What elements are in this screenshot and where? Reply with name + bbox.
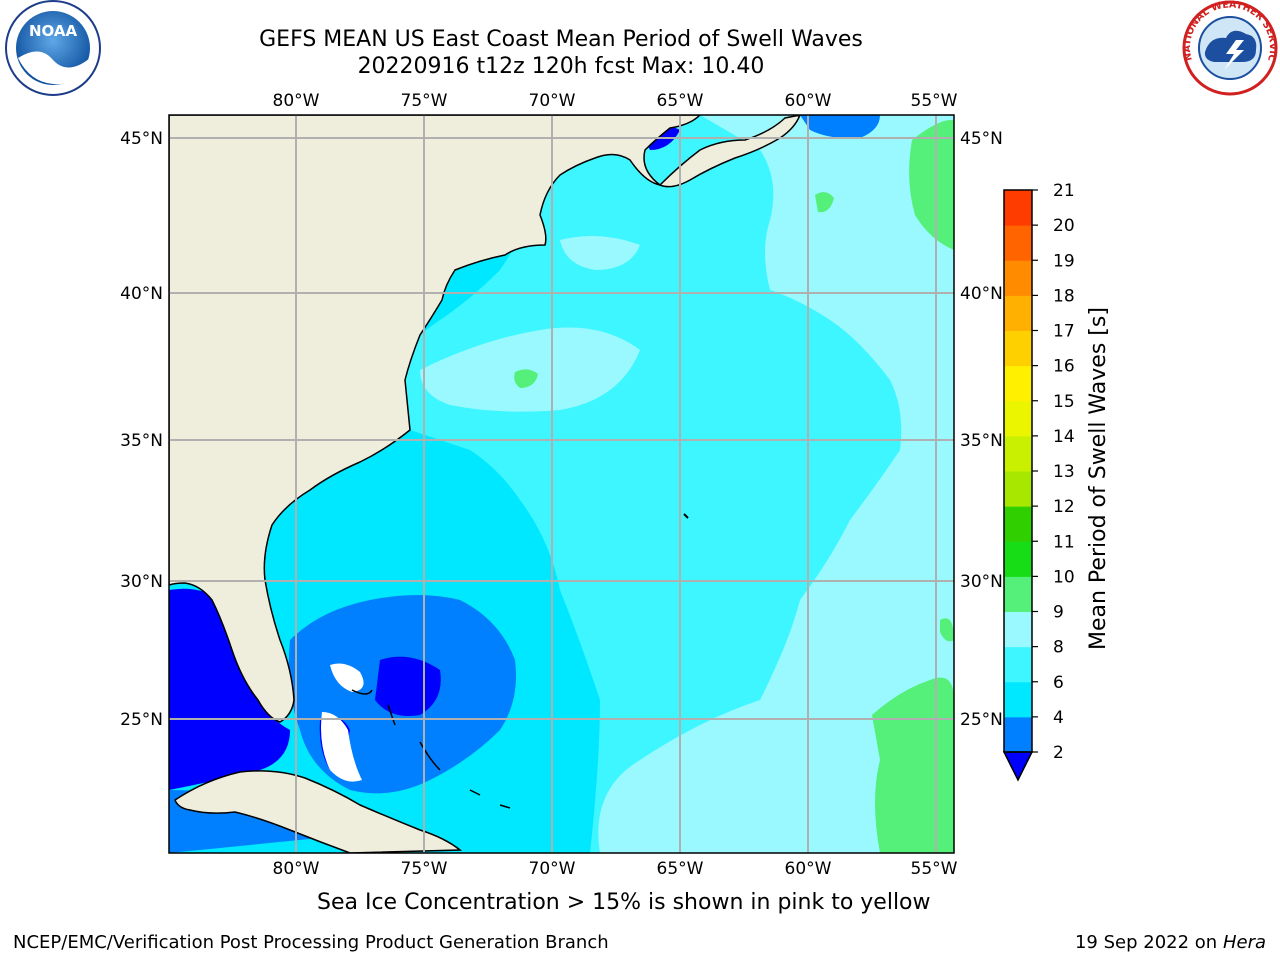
nws-logo: NATIONAL WEATHER SERVICE [0, 0, 1278, 96]
lon-label: 65°W [657, 859, 704, 879]
colorbar-tick-label: 15 [1053, 392, 1075, 412]
swell-9-10-patch [560, 236, 640, 270]
colorbar-bin [1004, 576, 1032, 612]
colorbar-bin [1004, 646, 1032, 683]
lat-label: 25°N [120, 710, 163, 730]
lat-label: 45°N [960, 129, 1003, 149]
colorbar-bin [1004, 400, 1032, 437]
colorbar-tick-label: 4 [1053, 708, 1064, 728]
bahamas-island [469, 789, 481, 796]
lon-label: 55°W [911, 91, 958, 111]
nws-logo-text: NATIONAL WEATHER SERVICE [0, 0, 1278, 62]
colorbar-bin [1004, 330, 1032, 367]
swell-4-6-nova-scotia [800, 115, 880, 139]
colorbar-tick-label: 9 [1053, 603, 1064, 623]
date-text: 19 Sep 2022 on Hera [1075, 932, 1266, 953]
lat-labels-left: 45°N 40°N 35°N 30°N 25°N [120, 129, 163, 730]
swell-9-10-east [598, 115, 954, 853]
land-cuba [174, 770, 463, 853]
swell-2-4-gulf [169, 588, 290, 790]
lon-label: 80°W [273, 859, 320, 879]
colorbar-bin [1004, 611, 1032, 648]
lat-label: 30°N [120, 572, 163, 592]
swell-10-11-patch [514, 369, 538, 388]
colorbar-bin [1004, 225, 1032, 261]
colorbar-bin [1004, 295, 1032, 331]
colorbar-bin [1004, 365, 1032, 402]
lon-label: 55°W [911, 859, 958, 879]
lat-label: 40°N [120, 284, 163, 304]
colorbar-tick-label: 8 [1053, 638, 1064, 658]
lat-label: 45°N [120, 129, 163, 149]
lon-labels-bottom: 80°W 75°W 70°W 65°W 60°W 55°W [273, 859, 958, 879]
date-value: 19 Sep 2022 on [1074, 932, 1218, 953]
colorbar-tick-label: 20 [1053, 216, 1075, 236]
bahamas-island [499, 804, 511, 809]
lon-label: 80°W [273, 91, 320, 111]
colorbar-bin [1004, 716, 1032, 753]
colorbar-tick-label: 19 [1053, 251, 1075, 271]
swell-10-11-patch [815, 192, 834, 213]
lat-label: 35°N [120, 431, 163, 451]
swell-10-11-ne [909, 119, 954, 250]
host-name: Hera [1222, 932, 1266, 953]
title-line-1: GEFS MEAN US East Coast Mean Period of S… [259, 27, 863, 52]
colorbar-tick-label: 13 [1053, 462, 1075, 482]
swell-10-11-patch [940, 618, 954, 642]
lon-labels-top: 80°W 75°W 70°W 65°W 60°W 55°W [273, 91, 958, 111]
land-nova-scotia [658, 115, 801, 188]
graticule [169, 115, 954, 853]
swell-9-10-central [420, 327, 640, 412]
colorbar-bin [1004, 681, 1032, 718]
swell-10-11-se [872, 677, 954, 853]
bahamas-island [419, 741, 441, 771]
lon-label: 60°W [785, 91, 832, 111]
lon-label: 70°W [529, 91, 576, 111]
lon-label: 70°W [529, 859, 576, 879]
colorbar-tick-label: 11 [1053, 532, 1075, 552]
bahamas-island [387, 704, 396, 726]
colorbar-under-arrow [1002, 751, 1034, 782]
lat-label: 30°N [960, 572, 1003, 592]
colorbar: 2 4 6 8 9 10 11 12 13 14 15 16 17 18 19 20 21 [1002, 181, 1075, 782]
noaa-logo-text: NOAA [29, 22, 78, 40]
lon-label: 75°W [401, 91, 448, 111]
lat-label: 25°N [960, 710, 1003, 730]
colorbar-tick-label: 16 [1053, 357, 1075, 377]
lat-label: 40°N [960, 284, 1003, 304]
bahamas-bank [321, 712, 362, 782]
colorbar-tick-label: 2 [1053, 743, 1064, 763]
bermuda [683, 513, 689, 519]
map-frame [168, 114, 955, 854]
bahamas-bank [330, 663, 364, 692]
colorbar-title: Mean Period of Swell Waves [s] [1086, 307, 1111, 650]
colorbar-bin [1004, 471, 1032, 507]
sea-ice-note: Sea Ice Concentration > 15% is shown in … [317, 890, 931, 915]
noaa-logo: NOAA [5, 0, 101, 96]
colorbar-tick-label: 12 [1053, 497, 1075, 517]
colorbar-bin [1004, 260, 1032, 296]
bahamas-island [351, 689, 373, 695]
lon-label: 75°W [401, 859, 448, 879]
credit-text: NCEP/EMC/Verification Post Processing Pr… [13, 932, 609, 953]
colorbar-tick-label: 10 [1053, 567, 1075, 587]
lat-label: 35°N [960, 431, 1003, 451]
colorbar-bin [1004, 541, 1032, 577]
colorbar-tick-label: 17 [1053, 322, 1075, 342]
colorbar-tick-label: 18 [1053, 286, 1075, 306]
colorbar-tick-label: 14 [1053, 427, 1075, 447]
lat-labels-right: 45°N 40°N 35°N 30°N 25°N [960, 129, 1003, 730]
colorbar-tick-label: 21 [1053, 181, 1075, 201]
lon-label: 65°W [657, 91, 704, 111]
lon-label: 60°W [785, 859, 832, 879]
colorbar-bin [1004, 435, 1032, 472]
land-north-america [169, 115, 702, 723]
colorbar-bin [1004, 506, 1032, 542]
colorbar-tick-label: 6 [1053, 673, 1064, 693]
map-area [169, 115, 954, 853]
title-line-2: 20220916 t12z 120h fcst Max: 10.40 [357, 54, 765, 79]
colorbar-bin [1004, 190, 1032, 226]
